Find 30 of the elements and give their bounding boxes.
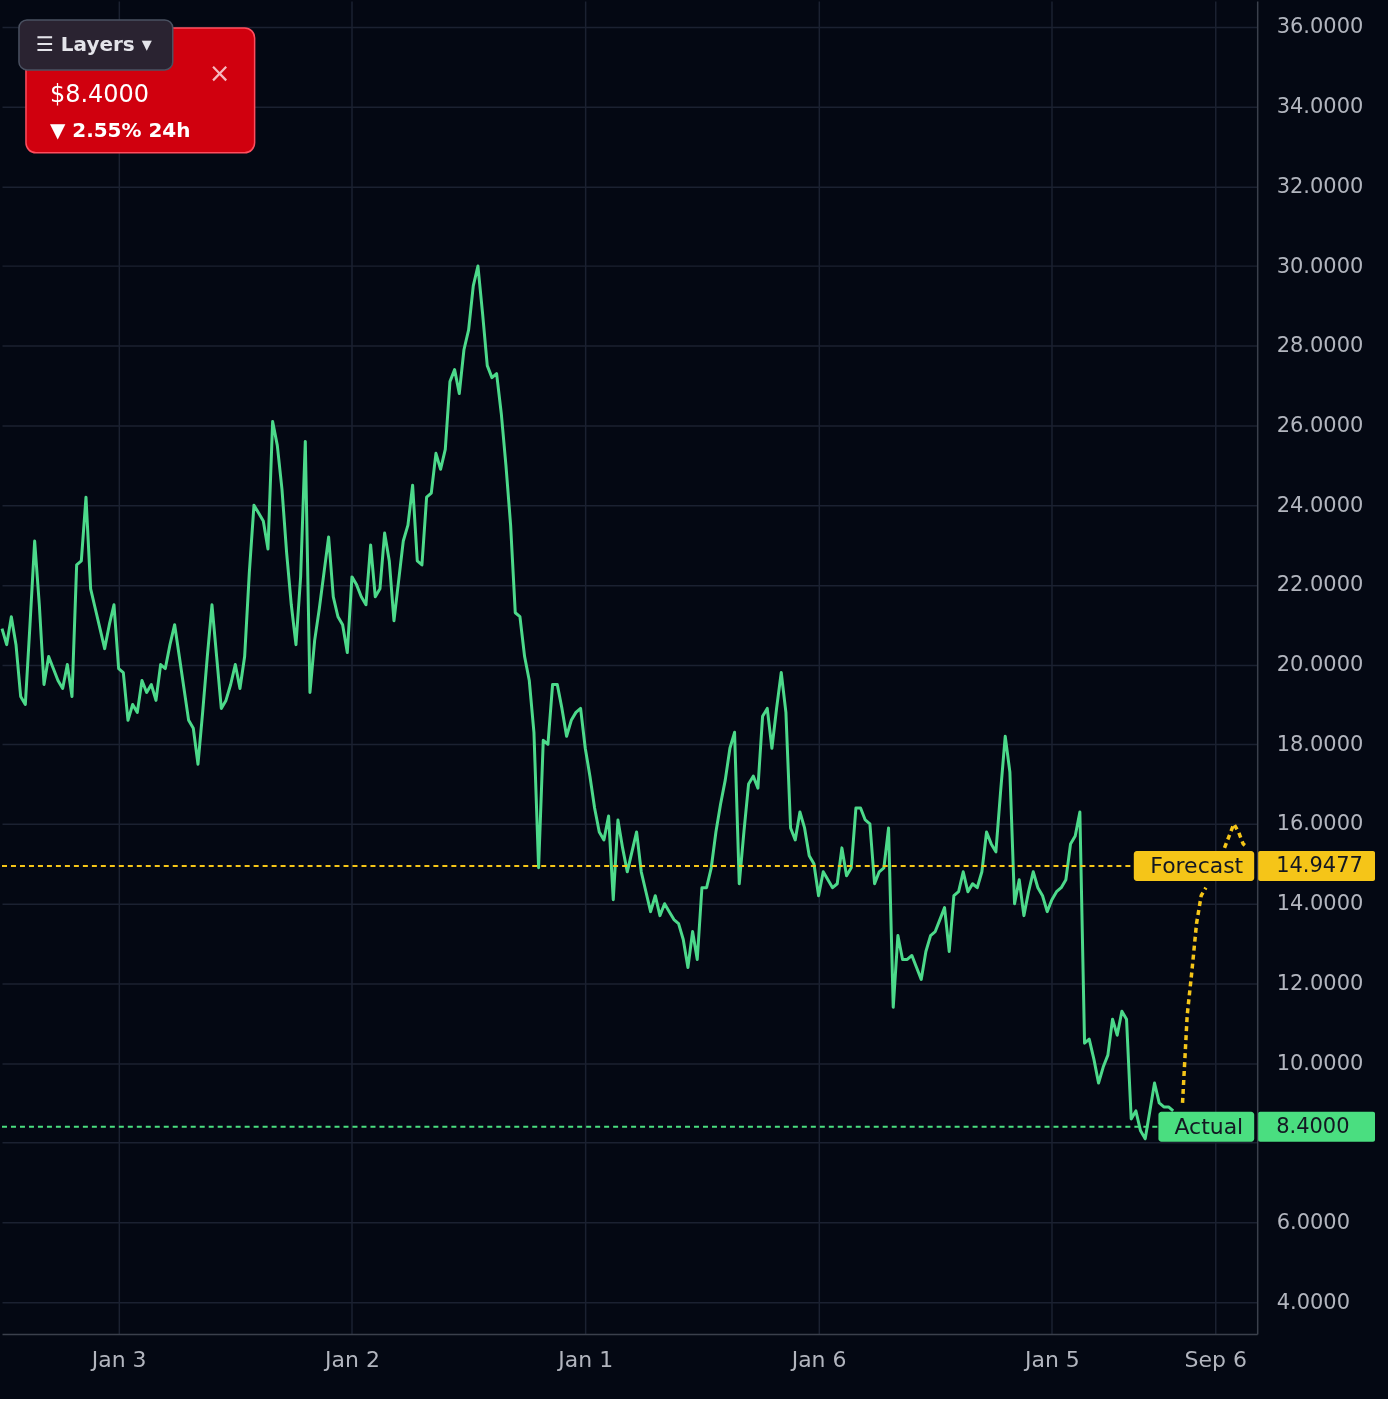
y-tick-label: 18.0000 — [1276, 731, 1364, 756]
x-tick-label: Jan 3 — [89, 1346, 147, 1372]
y-tick-label: 22.0000 — [1276, 572, 1364, 597]
y-tick-label: 32.0000 — [1276, 173, 1364, 198]
y-tick-label: 36.0000 — [1276, 14, 1364, 39]
y-tick-label: 6.0000 — [1276, 1209, 1350, 1234]
y-tick-label: 10.0000 — [1276, 1050, 1364, 1075]
y-tick-label: 34.0000 — [1276, 94, 1364, 119]
x-tick-label: Jan 6 — [789, 1346, 847, 1372]
y-tick-label: 20.0000 — [1276, 652, 1364, 677]
text: 8.4000 — [1276, 1113, 1350, 1138]
y-tick-label: 26.0000 — [1276, 412, 1364, 437]
y-tick-label: 14.0000 — [1276, 891, 1364, 916]
x-tick-label: Jan 5 — [1022, 1346, 1080, 1372]
x-tick-label: Sep 6 — [1184, 1346, 1247, 1372]
y-tick-label: 24.0000 — [1276, 492, 1364, 517]
x-tick-label: Jan 2 — [323, 1346, 380, 1372]
y-tick-label: 28.0000 — [1276, 333, 1364, 358]
annotation: $8.4000 — [49, 79, 149, 108]
y-tick-label: 12.0000 — [1276, 970, 1364, 995]
text: 14.9477 — [1276, 852, 1363, 877]
annotation: × — [208, 57, 231, 88]
y-tick-label: 16.0000 — [1276, 811, 1364, 836]
y-tick-label: 4.0000 — [1276, 1289, 1350, 1314]
ref-line-label: Forecast — [1150, 852, 1244, 878]
annotation: ▼ 2.55% 24h — [49, 117, 191, 142]
ref-line-label: Actual — [1174, 1113, 1244, 1139]
x-tick-label: Jan 1 — [556, 1346, 614, 1372]
y-tick-label: 30.0000 — [1276, 253, 1364, 278]
annotation: ☰ Layers ▾ — [35, 31, 152, 56]
